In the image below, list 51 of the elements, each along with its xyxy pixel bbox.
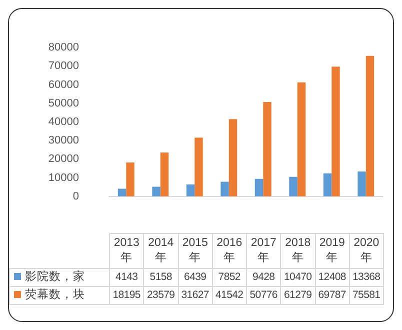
x-tick-label: 2015年 (178, 234, 212, 268)
data-label: 41542 (212, 286, 246, 304)
data-label: 9428 (246, 268, 281, 286)
x-tick-label: 2019年 (315, 234, 350, 268)
data-label: 10470 (280, 268, 315, 286)
data-label: 61279 (280, 286, 315, 304)
data-label: 18195 (110, 286, 144, 304)
bar (220, 182, 229, 196)
y-tick-label: 40000 (48, 116, 79, 128)
y-tick-label: 30000 (48, 134, 79, 147)
bar (297, 82, 306, 196)
bar (160, 152, 169, 196)
x-tick-label: 2020年 (349, 234, 384, 268)
y-tick-label: 0 (72, 190, 79, 202)
x-tick-label: 2014年 (144, 234, 178, 268)
x-tick-label: 2016年 (212, 234, 246, 268)
data-label: 13368 (349, 268, 384, 286)
y-tick-label: 80000 (48, 42, 79, 54)
x-tick-label: 2013年 (110, 234, 144, 268)
data-label: 50776 (246, 286, 281, 304)
bar (263, 102, 272, 196)
legend-label: 影院数，家 (10, 268, 110, 286)
bar (126, 162, 134, 196)
y-tick-label: 20000 (48, 153, 79, 166)
data-label: 6439 (178, 268, 212, 286)
bar (254, 178, 264, 196)
data-label: 7852 (212, 268, 246, 286)
bar (152, 186, 160, 196)
bar (358, 172, 366, 196)
bar (194, 138, 203, 196)
y-tick-label: 10000 (48, 172, 79, 184)
data-label: 23579 (144, 286, 178, 304)
data-label: 12408 (315, 268, 350, 286)
bar (332, 66, 340, 196)
bar (228, 119, 238, 196)
y-tick-label: 70000 (48, 60, 79, 72)
x-tick-label: 2018年 (280, 234, 315, 268)
y-tick-label: 50000 (48, 97, 79, 110)
data-label: 4143 (110, 268, 144, 286)
bar (289, 176, 298, 196)
data-label: 31627 (178, 286, 212, 304)
x-tick-label: 2017年 (246, 234, 281, 268)
data-label: 69787 (315, 286, 350, 304)
bar (323, 173, 332, 196)
bar (186, 184, 195, 196)
legend-label: 荧幕数，块 (10, 286, 110, 304)
y-tick-label: 60000 (48, 78, 79, 91)
bar (366, 56, 374, 196)
data-label: 5158 (144, 268, 178, 286)
bar (118, 188, 126, 196)
data-label: 75581 (349, 286, 384, 304)
